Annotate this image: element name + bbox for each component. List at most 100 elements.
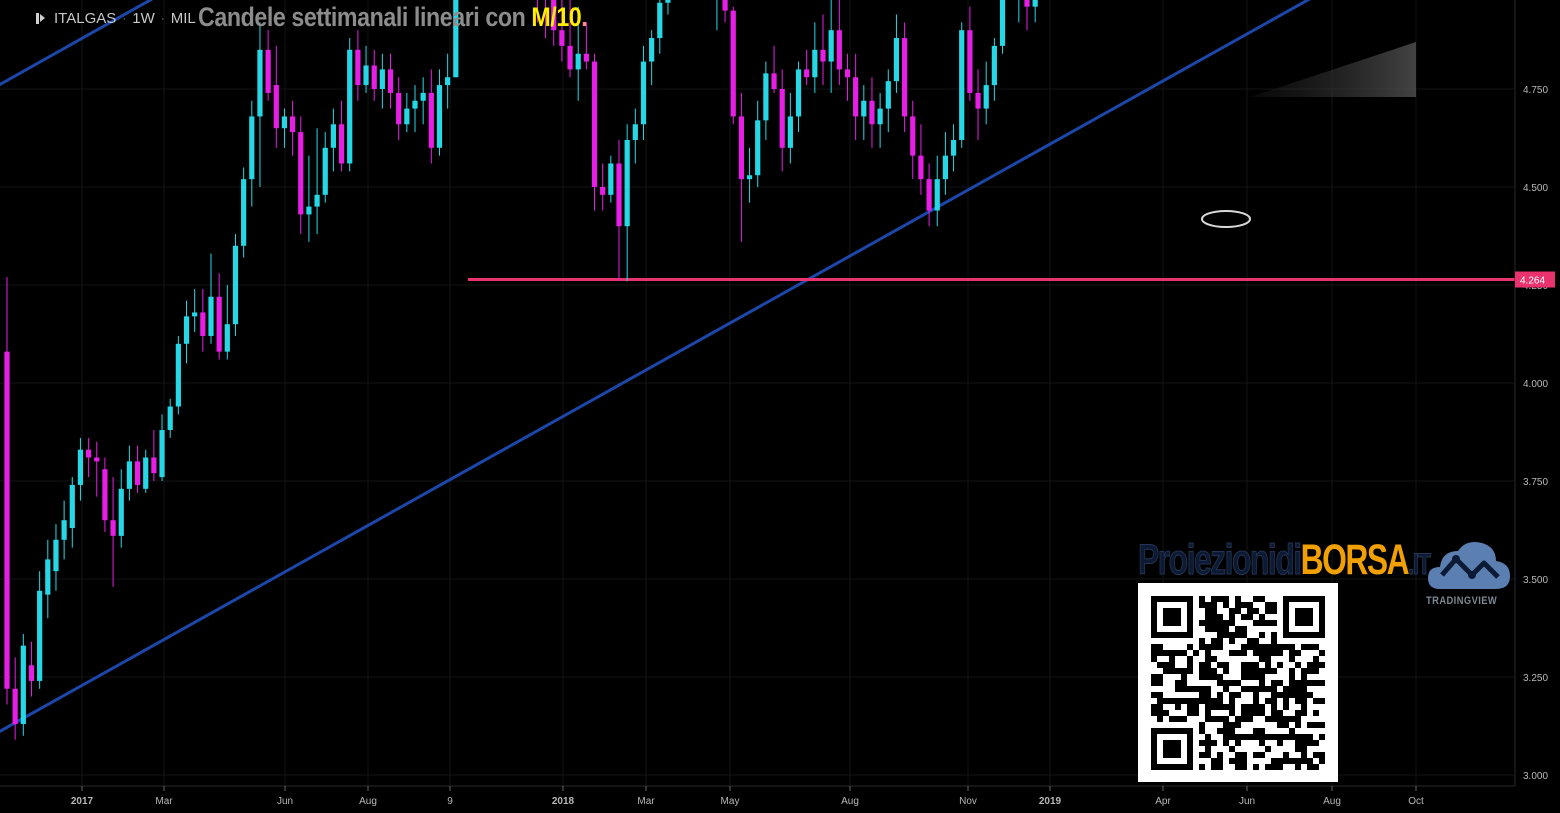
qr-module xyxy=(1229,680,1235,686)
qr-module xyxy=(1223,722,1229,728)
qr-module xyxy=(1259,710,1265,716)
qr-module xyxy=(1301,692,1307,698)
candle-body xyxy=(575,53,581,70)
qr-module xyxy=(1307,680,1313,686)
exchange-label: MIL xyxy=(170,9,196,27)
qr-module xyxy=(1259,614,1265,620)
candle-body xyxy=(836,30,842,70)
qr-module xyxy=(1217,626,1223,632)
candle-body xyxy=(665,0,671,3)
x-tick-label: Aug xyxy=(1323,796,1341,807)
qr-module xyxy=(1265,698,1271,704)
qr-module xyxy=(1223,734,1229,740)
qr-module xyxy=(1205,644,1211,650)
qr-module xyxy=(1259,656,1265,662)
qr-module xyxy=(1283,644,1289,650)
qr-module xyxy=(1277,650,1283,656)
qr-module xyxy=(1265,644,1271,650)
qr-module xyxy=(1205,620,1211,626)
qr-module xyxy=(1289,680,1295,686)
qr-module xyxy=(1307,662,1313,668)
qr-module xyxy=(1199,662,1205,668)
candle-body xyxy=(306,206,312,215)
qr-module xyxy=(1319,734,1325,740)
qr-module xyxy=(1169,656,1175,662)
title-text: Candele settimanali lineari con xyxy=(198,2,526,32)
candle-body xyxy=(232,245,239,325)
qr-module xyxy=(1211,638,1217,644)
tradingview-logo-icon xyxy=(36,12,48,24)
interval-label[interactable]: 1W xyxy=(132,9,155,27)
qr-module xyxy=(1223,704,1229,710)
qr-module xyxy=(1265,602,1271,608)
qr-module xyxy=(1253,686,1259,692)
candle-body xyxy=(755,120,761,176)
qr-module xyxy=(1241,734,1247,740)
qr-module xyxy=(1205,674,1211,680)
qr-module xyxy=(1211,596,1217,602)
symbol-name[interactable]: ITALGAS xyxy=(54,9,117,27)
price-label-box xyxy=(1515,271,1555,288)
qr-module xyxy=(1319,698,1325,704)
qr-module xyxy=(1181,650,1187,656)
qr-module xyxy=(1229,650,1235,656)
qr-module xyxy=(1295,740,1301,746)
candle-body xyxy=(338,124,345,164)
qr-module xyxy=(1313,710,1319,716)
x-tick-label: 2017 xyxy=(71,796,94,807)
qr-module xyxy=(1265,668,1271,674)
qr-module xyxy=(1205,650,1211,656)
qr-module xyxy=(1235,608,1241,614)
qr-module xyxy=(1289,650,1295,656)
x-tick-label: Apr xyxy=(1155,796,1171,807)
qr-module xyxy=(1199,686,1205,692)
qr-code[interactable] xyxy=(1138,583,1338,782)
candle-body xyxy=(616,163,622,227)
price-axis[interactable]: 6.7506.5006.2506.0005.7505.5005.2505.000… xyxy=(1523,0,1548,782)
qr-module xyxy=(1253,644,1259,650)
qr-module xyxy=(1253,650,1259,656)
brand-suffix: .IT xyxy=(1408,548,1432,582)
qr-module xyxy=(1235,740,1241,746)
qr-module xyxy=(1151,692,1157,698)
candle-body xyxy=(820,49,826,62)
candle-body xyxy=(559,30,565,46)
qr-module xyxy=(1175,704,1181,710)
qr-module xyxy=(1235,632,1241,638)
qr-module xyxy=(1277,758,1283,764)
qr-module xyxy=(1199,722,1205,728)
time-axis[interactable]: 2017 Mar Jun Aug 9 2018 Mar May Aug Nov 2019 Apr Jun… xyxy=(71,786,1424,807)
candle-body xyxy=(632,124,638,140)
candle-body xyxy=(12,688,18,725)
qr-module xyxy=(1199,638,1205,644)
qr-module xyxy=(1301,758,1307,764)
qr-module xyxy=(1235,764,1241,770)
qr-module xyxy=(1217,638,1223,644)
candle-body xyxy=(861,100,867,117)
candle-body xyxy=(249,116,255,180)
qr-module xyxy=(1307,644,1313,650)
candle-body xyxy=(975,92,981,109)
candle-body xyxy=(167,406,173,431)
qr-module xyxy=(1253,734,1259,740)
candle-body xyxy=(241,179,247,246)
qr-module xyxy=(1313,722,1319,728)
qr-module xyxy=(1295,734,1301,740)
candle-body xyxy=(869,100,875,125)
qr-module xyxy=(1295,692,1301,698)
qr-module xyxy=(1181,716,1187,722)
qr-module xyxy=(1313,764,1319,770)
qr-finder-core xyxy=(1163,608,1181,626)
candle-body xyxy=(787,116,793,148)
qr-module xyxy=(1199,674,1205,680)
horizontal-levels xyxy=(468,278,1515,282)
qr-module xyxy=(1289,758,1295,764)
qr-module xyxy=(1199,698,1205,704)
qr-module xyxy=(1205,740,1211,746)
qr-module xyxy=(1301,746,1307,752)
qr-module xyxy=(1271,716,1277,722)
candle-body xyxy=(779,89,785,148)
qr-module xyxy=(1223,632,1229,638)
qr-module xyxy=(1295,662,1301,668)
